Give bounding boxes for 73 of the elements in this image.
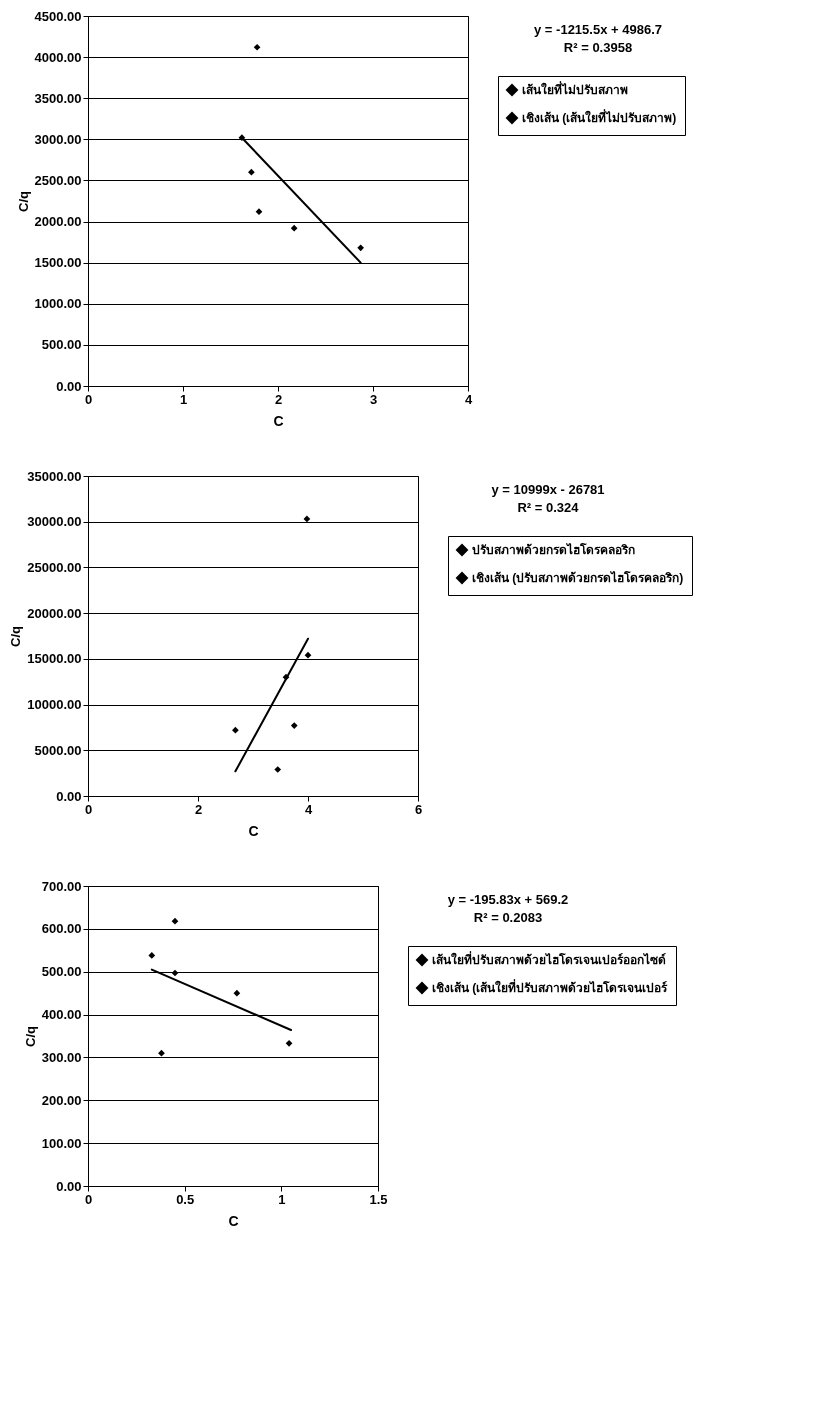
legend-label: เส้นใยที่ปรับสภาพด้วยไฮโดรเจนเปอร์ออกไซด์ <box>432 951 666 967</box>
x-tick-label: 0 <box>84 391 93 407</box>
x-tick-label: 0 <box>84 1191 93 1207</box>
text: R² = 0.324 <box>517 500 580 515</box>
y-tick-label: 4500.00 <box>34 8 82 24</box>
y-tick-label: 0.00 <box>56 1178 82 1194</box>
y-tick-label: 500.00 <box>41 337 82 353</box>
x-tick-label: 4 <box>304 801 313 817</box>
point <box>148 952 156 959</box>
text: y = 10999x - 26781 <box>491 482 605 497</box>
point <box>274 766 282 773</box>
y-axis-title: C/q <box>15 190 31 212</box>
point <box>290 722 298 729</box>
x-tick-label: 1 <box>278 1191 286 1207</box>
x-tick-label: 6 <box>414 801 423 817</box>
y-tick-label: 600.00 <box>41 921 82 937</box>
legend-label: เชิงเส้น (ปรับสภาพด้วยกรดไฮโดรคลอริก) <box>472 570 684 585</box>
x-axis-title: C <box>248 822 259 839</box>
x-tick-label: 1.5 <box>369 1191 388 1207</box>
x-axis-title: C <box>273 412 284 429</box>
legend-label: เชิงเส้น (เส้นใยที่ไม่ปรับสภาพ) <box>522 109 677 125</box>
point <box>357 244 364 252</box>
legend-label: เส้นใยที่ไม่ปรับสภาพ <box>522 81 628 97</box>
x-tick-label: 3 <box>369 391 378 407</box>
y-tick-label: 200.00 <box>41 1092 82 1108</box>
point <box>304 651 312 659</box>
y-tick-label: 1500.00 <box>34 255 82 271</box>
point <box>171 917 179 925</box>
y-tick-label: 400.00 <box>41 1007 82 1023</box>
y-tick-label: 0.00 <box>56 378 82 394</box>
y-tick-label: 500.00 <box>41 964 82 980</box>
y-tick-label: 3000.00 <box>34 131 82 147</box>
point <box>248 168 255 176</box>
y-tick-label: 2500.00 <box>34 172 82 188</box>
legend-label: ปรับสภาพด้วยกรดไฮโดรคลอริก <box>472 542 635 557</box>
point <box>290 224 298 232</box>
x-tick-label: 1 <box>179 391 188 407</box>
x-axis-title: C <box>228 1212 239 1229</box>
y-tick-label: 1000.00 <box>34 296 82 312</box>
x-tick-label: 0 <box>84 801 93 817</box>
y-tick-label: 300.00 <box>41 1049 82 1065</box>
text: y = -1215.5x + 4986.7 <box>534 22 662 37</box>
y-tick-label: 2000.00 <box>34 214 82 230</box>
y-tick-label: 30000.00 <box>27 514 82 530</box>
x-tick-label: 2 <box>274 391 283 407</box>
point <box>255 208 263 216</box>
y-tick-label: 4000.00 <box>34 49 82 65</box>
text: R² = 0.3958 <box>563 40 633 55</box>
y-tick-label: 35000.00 <box>27 468 82 484</box>
point <box>232 726 239 734</box>
text: R² = 0.2083 <box>473 910 543 925</box>
point <box>171 969 179 977</box>
y-axis-title: C/q <box>22 1025 38 1047</box>
point <box>253 43 261 51</box>
y-tick-label: 25000.00 <box>27 559 82 575</box>
point <box>233 989 241 997</box>
x-tick-label: 4 <box>464 391 473 407</box>
point <box>285 1039 293 1047</box>
y-tick-label: 10000.00 <box>27 697 82 713</box>
y-tick-label: 20000.00 <box>27 605 82 621</box>
y-tick-label: 0.00 <box>56 788 82 804</box>
y-tick-label: 5000.00 <box>34 742 82 758</box>
y-tick-label: 15000.00 <box>27 651 82 667</box>
legend-label: เชิงเส้น (เส้นใยที่ปรับสภาพด้วยไฮโดรเจนเปอร์ <box>432 979 669 995</box>
x-tick-label: 0.5 <box>176 1191 195 1207</box>
x-tick-label: 2 <box>194 801 203 817</box>
y-tick-label: 3500.00 <box>34 90 82 106</box>
text: y = -195.83x + 569.2 <box>447 892 569 907</box>
point <box>303 515 311 523</box>
y-axis-title: C/q <box>8 625 24 647</box>
y-tick-label: 700.00 <box>41 878 82 894</box>
y-tick-label: 100.00 <box>41 1135 82 1151</box>
point <box>158 1049 165 1057</box>
